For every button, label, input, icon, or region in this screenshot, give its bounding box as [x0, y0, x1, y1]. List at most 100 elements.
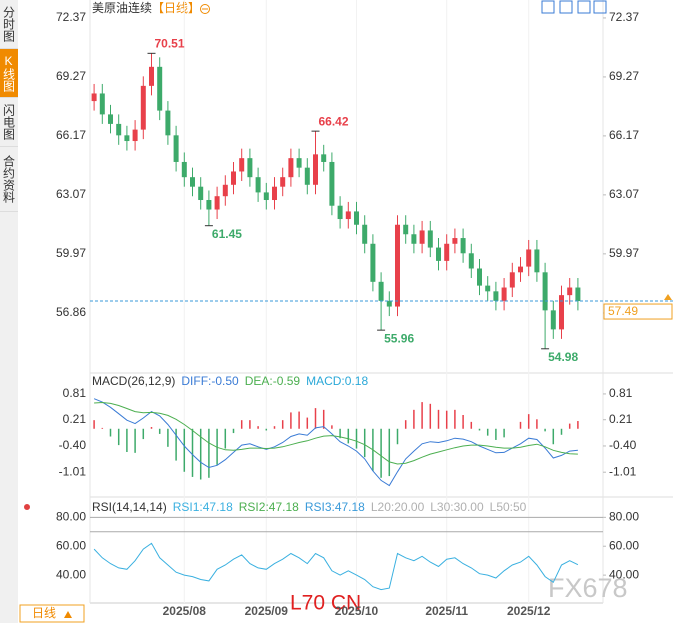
candle-body [296, 158, 302, 168]
legend-entry: RSI2:47.18 [239, 500, 299, 514]
legend-entry: L20:20.00 [371, 500, 425, 514]
period-button-arrow[interactable] [64, 611, 72, 618]
candle-body [337, 205, 343, 220]
watermark: FX678 [548, 573, 628, 603]
x-tick-label: 2025/11 [425, 604, 468, 618]
y-tick-label-left: 59.97 [56, 246, 86, 260]
title: 美原油连续 [92, 0, 152, 15]
candle-body [108, 114, 113, 124]
candle-body [140, 85, 146, 130]
legend-entry: L50:50 [490, 500, 527, 514]
candle-body [460, 238, 466, 254]
candle-body [362, 224, 368, 244]
candle-body [222, 184, 228, 197]
candle-body [468, 253, 474, 269]
candle-body [534, 249, 540, 273]
candle-body [288, 158, 294, 178]
y-tick-label-left: 72.37 [56, 10, 86, 24]
candle-body [378, 281, 384, 301]
y-tick-label-right: 66.17 [609, 128, 639, 142]
y-tick-label-left: -0.40 [59, 438, 87, 452]
y-tick-label-right: 59.97 [609, 246, 639, 260]
candle-body [280, 177, 286, 187]
candle-body [329, 161, 335, 206]
candle-body [559, 295, 564, 330]
last-price-box [603, 303, 673, 320]
candle-body [452, 238, 458, 244]
tab-active[interactable]: K线图 [0, 49, 18, 98]
overlay-text: L70 CN [290, 592, 361, 615]
y-tick-label-left: -1.01 [59, 464, 87, 478]
candle-body [542, 272, 548, 311]
title: MACD(26,12,9) [92, 374, 175, 388]
y-tick-label-right: -0.40 [609, 438, 637, 452]
title: RSI(14,14,14) [92, 500, 167, 514]
panel-title: RSI(14,14,14) RSI1:47.18 RSI2:47.18 RSI3:47… [92, 500, 527, 514]
candle-body [575, 287, 581, 302]
candle-body [247, 158, 253, 178]
icon-zoom-in[interactable] [541, 0, 555, 14]
candle-body [354, 211, 359, 225]
x-tick-label: 2025/12 [507, 604, 551, 618]
y-tick-label-right: 72.37 [609, 10, 639, 24]
candle-body [550, 310, 556, 330]
candle-body [99, 93, 105, 115]
candle-body [190, 177, 195, 187]
legend-entry: RSI3:47.18 [305, 500, 365, 514]
candle-body [132, 129, 138, 142]
extreme-label: 61.45 [212, 227, 242, 241]
icon-zoom-out[interactable] [559, 0, 573, 14]
candle-body [436, 247, 441, 261]
tab[interactable]: 合约资料 [0, 147, 18, 212]
period-button-label[interactable]: 日线 [32, 606, 56, 620]
y-tick-label-right: 80.00 [609, 510, 639, 524]
x-tick-label: 2025/09 [245, 604, 289, 618]
candle-body [493, 291, 499, 301]
candle-body [403, 224, 409, 235]
candle-body [173, 135, 179, 162]
tab[interactable]: 闪电图 [0, 98, 18, 147]
toolbar-icons[interactable] [541, 0, 607, 14]
candle-body [386, 300, 392, 307]
last-price-label: 57.49 [608, 304, 638, 318]
candle-body [313, 154, 318, 185]
collapse-icon[interactable] [200, 4, 210, 14]
x-tick-label: 2025/10 [335, 604, 379, 618]
last-price-arrow [664, 294, 672, 301]
y-tick-label-right: 63.07 [609, 187, 639, 201]
candle-body [165, 110, 171, 136]
candle-body [149, 66, 154, 86]
candle-body [157, 66, 163, 111]
y-tick-label-right: 60.00 [609, 538, 639, 552]
candle-body [214, 196, 220, 210]
candle-body [444, 243, 450, 261]
y-tick-label-left: 66.17 [56, 128, 86, 142]
candle-body [427, 230, 433, 248]
candle-body [485, 285, 491, 292]
candle-body [395, 224, 400, 307]
macd-line [93, 398, 578, 487]
y-tick-label-left: 80.00 [56, 510, 86, 524]
candle-body [239, 158, 245, 172]
x-tick-label: 2025/08 [163, 604, 207, 618]
tab[interactable]: 分时图 [0, 0, 18, 49]
settings-icon[interactable] [24, 504, 30, 510]
extreme-label: 70.51 [155, 36, 185, 50]
candle-body [526, 249, 532, 267]
legend-entry: L30:30.00 [430, 500, 484, 514]
y-tick-label-left: 40.00 [56, 567, 86, 581]
candle-body [518, 266, 523, 273]
candle-body [116, 123, 122, 136]
candle-body [567, 287, 573, 296]
icon-move[interactable] [577, 0, 591, 14]
candle-body [419, 230, 425, 244]
y-tick-label-left: 0.21 [63, 412, 87, 426]
legend-entry: DIFF:-0.50 [181, 374, 239, 388]
candle-body [501, 287, 507, 301]
icon-fullscreen[interactable] [593, 0, 607, 14]
candle-body [509, 272, 515, 288]
candle-body [231, 171, 236, 185]
period[interactable]: 【日线】 [152, 1, 200, 15]
legend-entry: MACD:0.18 [306, 374, 368, 388]
